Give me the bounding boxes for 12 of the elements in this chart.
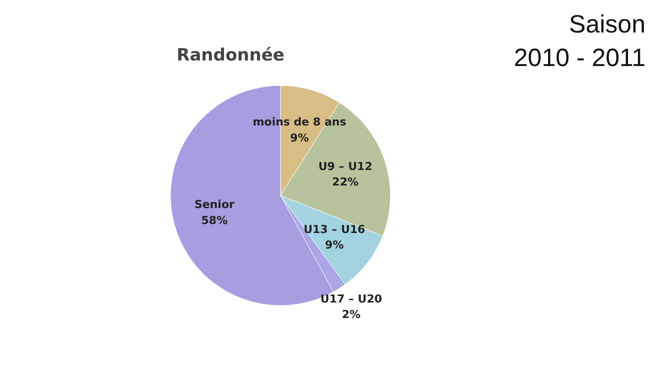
- data-label: 22%: [332, 176, 359, 189]
- slice-label: U13 – U16: [304, 223, 366, 236]
- slice-label: U9 – U12: [318, 160, 372, 174]
- slice-label: U17 – U20: [320, 292, 382, 306]
- chart-title: Randonnée: [176, 46, 284, 66]
- slice-label: Senior: [194, 198, 235, 212]
- text: Saison 2010 - 2011: [514, 10, 646, 72]
- data-label: 9%: [290, 131, 309, 144]
- slice-label: moins de 8 ans: [252, 116, 347, 129]
- data-label: 9%: [325, 238, 344, 252]
- data-label: 2%: [342, 308, 361, 322]
- data-label: 58%: [201, 214, 228, 227]
